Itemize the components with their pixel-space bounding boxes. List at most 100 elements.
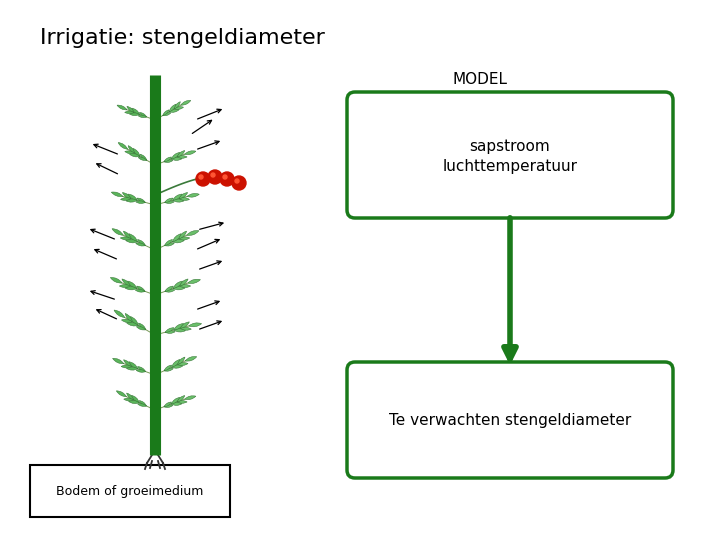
PathPatch shape (188, 279, 200, 284)
PathPatch shape (171, 152, 180, 159)
PathPatch shape (136, 243, 145, 246)
PathPatch shape (127, 322, 138, 326)
PathPatch shape (112, 192, 123, 197)
Text: luchttemperatuur: luchttemperatuur (443, 159, 577, 174)
PathPatch shape (179, 237, 190, 240)
PathPatch shape (169, 104, 176, 112)
PathPatch shape (122, 279, 130, 286)
PathPatch shape (126, 239, 138, 243)
PathPatch shape (138, 367, 145, 372)
PathPatch shape (163, 110, 169, 116)
PathPatch shape (125, 151, 135, 154)
PathPatch shape (138, 240, 145, 246)
PathPatch shape (138, 323, 146, 330)
PathPatch shape (165, 328, 174, 332)
PathPatch shape (121, 365, 132, 368)
PathPatch shape (120, 237, 131, 240)
Circle shape (208, 170, 222, 184)
PathPatch shape (138, 403, 146, 407)
PathPatch shape (169, 109, 179, 112)
FancyBboxPatch shape (347, 362, 673, 478)
PathPatch shape (179, 193, 188, 199)
PathPatch shape (130, 153, 140, 157)
Circle shape (220, 172, 234, 186)
PathPatch shape (118, 143, 127, 149)
PathPatch shape (179, 231, 186, 239)
PathPatch shape (138, 157, 147, 160)
PathPatch shape (178, 362, 188, 366)
PathPatch shape (177, 401, 187, 403)
PathPatch shape (173, 234, 181, 242)
PathPatch shape (177, 156, 187, 158)
PathPatch shape (128, 146, 135, 153)
PathPatch shape (139, 401, 146, 406)
PathPatch shape (126, 199, 138, 202)
PathPatch shape (117, 105, 127, 110)
PathPatch shape (112, 229, 123, 235)
Bar (30, 465, 230, 517)
PathPatch shape (130, 113, 140, 116)
PathPatch shape (136, 201, 145, 204)
Text: sapstroom: sapstroom (469, 139, 550, 154)
PathPatch shape (173, 239, 184, 243)
PathPatch shape (165, 198, 173, 202)
PathPatch shape (186, 231, 199, 235)
PathPatch shape (122, 319, 132, 322)
Text: Te verwachten stengeldiameter: Te verwachten stengeldiameter (389, 413, 631, 428)
PathPatch shape (124, 360, 132, 367)
PathPatch shape (173, 281, 183, 288)
Circle shape (223, 175, 227, 179)
PathPatch shape (130, 316, 138, 326)
PathPatch shape (127, 367, 138, 370)
PathPatch shape (171, 397, 180, 404)
PathPatch shape (185, 356, 197, 361)
PathPatch shape (180, 279, 188, 286)
PathPatch shape (138, 115, 147, 118)
PathPatch shape (120, 198, 131, 200)
PathPatch shape (132, 148, 140, 157)
PathPatch shape (127, 393, 134, 400)
PathPatch shape (173, 194, 182, 200)
Circle shape (196, 172, 210, 186)
PathPatch shape (140, 154, 147, 160)
PathPatch shape (189, 323, 202, 327)
PathPatch shape (110, 278, 122, 283)
PathPatch shape (179, 198, 189, 200)
PathPatch shape (164, 240, 173, 246)
PathPatch shape (164, 243, 174, 246)
PathPatch shape (173, 287, 185, 290)
PathPatch shape (184, 151, 196, 154)
PathPatch shape (174, 106, 184, 110)
Text: Irrigatie: stengeldiameter: Irrigatie: stengeldiameter (40, 28, 325, 48)
PathPatch shape (131, 395, 139, 403)
PathPatch shape (164, 160, 173, 163)
PathPatch shape (114, 310, 125, 318)
PathPatch shape (122, 193, 131, 199)
PathPatch shape (164, 368, 174, 371)
PathPatch shape (123, 231, 131, 239)
PathPatch shape (132, 108, 140, 114)
PathPatch shape (164, 405, 173, 408)
PathPatch shape (174, 323, 184, 330)
PathPatch shape (137, 198, 145, 202)
Text: Bodem of groeimedium: Bodem of groeimedium (56, 484, 204, 497)
PathPatch shape (177, 396, 185, 402)
PathPatch shape (165, 289, 175, 292)
PathPatch shape (174, 329, 186, 332)
PathPatch shape (177, 151, 185, 157)
PathPatch shape (171, 157, 182, 160)
Circle shape (232, 176, 246, 190)
Circle shape (235, 179, 239, 183)
PathPatch shape (165, 330, 175, 333)
Text: MODEL: MODEL (452, 72, 508, 87)
PathPatch shape (120, 285, 130, 288)
PathPatch shape (180, 285, 191, 288)
PathPatch shape (171, 360, 180, 367)
PathPatch shape (180, 327, 192, 330)
PathPatch shape (136, 369, 145, 372)
PathPatch shape (171, 402, 182, 406)
PathPatch shape (125, 111, 134, 114)
PathPatch shape (117, 391, 127, 397)
PathPatch shape (174, 102, 180, 109)
PathPatch shape (129, 362, 138, 369)
